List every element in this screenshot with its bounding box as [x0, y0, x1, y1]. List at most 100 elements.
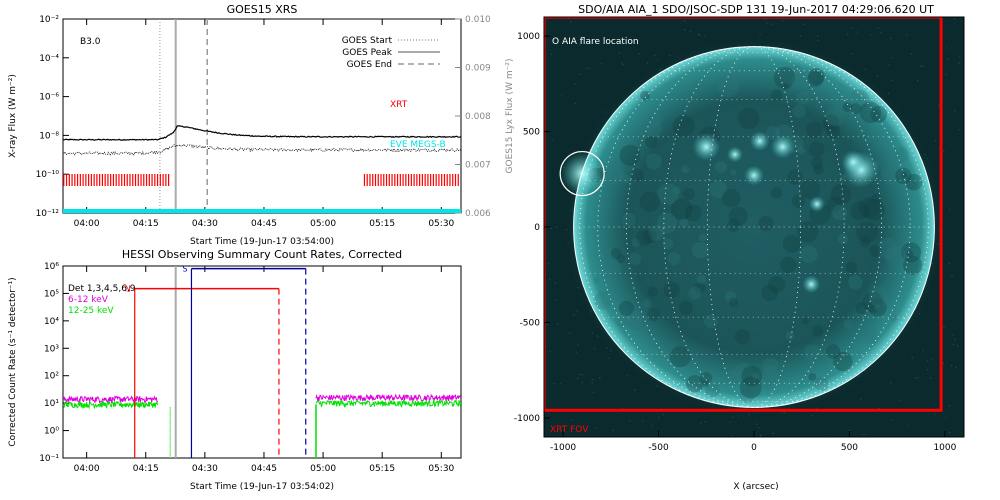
aia-background-speckle — [638, 52, 641, 55]
aia-disk-mottle — [647, 307, 661, 322]
aia-active-region — [749, 131, 770, 152]
aia-background-speckle — [698, 34, 701, 36]
aia-xrt-fov-label: XRT FOV — [550, 425, 589, 435]
aia-disk-mottle — [892, 146, 909, 163]
aia-background-speckle — [954, 338, 956, 341]
aia-background-speckle — [943, 326, 945, 329]
aia-disk-mottle — [647, 286, 659, 297]
aia-background-speckle — [772, 432, 775, 435]
hessi-x-tick-label: 04:45 — [251, 464, 277, 474]
aia-disk-mottle — [761, 366, 779, 384]
aia-disk-mottle — [905, 173, 923, 191]
goes-y-tick-label: 10⁻⁴ — [39, 54, 59, 64]
aia-disk-mottle — [643, 229, 658, 244]
hessi-legend-label: 12-25 keV — [68, 306, 114, 316]
aia-disk-mottle — [787, 169, 803, 185]
hessi-panel: HESSI Observing Summary Count Rates, Cor… — [8, 248, 462, 492]
aia-background-speckle — [607, 357, 610, 360]
aia-background-speckle — [591, 331, 594, 334]
aia-background-speckle — [916, 79, 919, 82]
aia-background-speckle — [568, 332, 571, 335]
aia-background-speckle — [944, 416, 947, 419]
goes-legend: GOES Start GOES Peak GOES End — [342, 36, 440, 70]
aia-active-region — [744, 165, 764, 186]
hessi-night-label: N — [125, 285, 131, 294]
aia-disk-mottle — [670, 198, 693, 220]
aia-x-tick-label: 0 — [751, 443, 757, 453]
aia-background-speckle — [560, 93, 563, 96]
aia-disk-mottle — [667, 252, 681, 266]
aia-longitude-line — [706, 46, 802, 408]
aia-background-speckle — [683, 19, 686, 22]
aia-x-tick-label: 500 — [841, 443, 858, 453]
goes-legend-label: GOES End — [347, 60, 392, 70]
aia-background-speckle — [586, 67, 588, 69]
aia-panel: SDO/AIA AIA_1 SDO/JSOC-SDP 131 19-Jun-20… — [514, 3, 965, 492]
aia-disk-mottle — [656, 213, 678, 234]
aia-disk-mottle — [700, 372, 713, 385]
aia-background-speckle — [581, 381, 584, 384]
aia-background-speckle — [945, 73, 947, 76]
aia-disk-mottle — [739, 376, 762, 399]
hessi-y-tick-label: 10³ — [44, 344, 59, 354]
aia-disk-mottle — [721, 188, 741, 208]
aia-background-speckle — [581, 373, 584, 376]
aia-background-speckle — [949, 431, 951, 434]
hessi-low-energy-line — [63, 394, 159, 404]
aia-background-speckle — [931, 358, 933, 360]
aia-background-speckle — [592, 391, 595, 394]
aia-disk-mottle — [812, 325, 824, 337]
aia-disk-mottle — [826, 344, 841, 359]
aia-background-speckle — [760, 434, 762, 437]
aia-background-speckle — [953, 17, 956, 20]
hessi-series — [63, 266, 461, 458]
aia-background-speckle — [877, 27, 879, 29]
aia-background-speckle — [781, 19, 784, 22]
aia-background-speckle — [926, 359, 929, 362]
aia-disk-mottle — [782, 64, 804, 87]
aia-background-speckle — [559, 382, 562, 385]
aia-background-speckle — [684, 28, 686, 31]
aia-disk-mottle — [790, 74, 807, 90]
aia-disk-mottle — [669, 346, 691, 368]
aia-disk-mottle — [837, 234, 849, 245]
aia-active-region — [770, 134, 795, 159]
aia-disk-mottle — [871, 193, 882, 204]
aia-background-speckle — [922, 65, 924, 68]
aia-disk-mottle — [791, 194, 806, 208]
aia-disk-mottle — [624, 311, 644, 330]
aia-background-speckle — [948, 404, 951, 407]
aia-background-speckle — [929, 377, 932, 380]
aia-disk-mottle — [620, 174, 631, 184]
aia-disk-mottle — [636, 229, 653, 246]
aia-background-speckle — [771, 23, 774, 25]
goes-xlabel: Start Time (19-Jun-17 03:54:00) — [190, 237, 334, 247]
aia-disk-mottle — [801, 317, 810, 325]
aia-disk-mottle — [593, 277, 600, 284]
aia-disk-mottle — [859, 103, 867, 111]
aia-disk-mottle — [672, 186, 681, 195]
hessi-title: HESSI Observing Summary Count Rates, Cor… — [122, 248, 402, 261]
aia-disk-mottle — [741, 365, 763, 387]
aia-disk-mottle — [662, 238, 674, 250]
aia-disk-mottle — [849, 89, 869, 110]
hessi-high-energy-line — [315, 398, 461, 409]
aia-longitude-line — [597, 46, 911, 408]
aia-disk-mottle — [684, 204, 702, 222]
aia-disk-mottle — [752, 372, 759, 380]
aia-y-tick-label: -500 — [520, 318, 541, 328]
aia-y-tick-label: 1000 — [517, 32, 540, 42]
aia-background-speckle — [934, 139, 937, 142]
aia-disk-mottle — [874, 304, 882, 312]
aia-flare-location-circle — [559, 150, 605, 197]
goes-x-tick-label: 04:45 — [251, 219, 277, 229]
aia-disk-mottle — [691, 241, 709, 259]
hessi-high-energy-line — [63, 400, 159, 410]
aia-disk-mottle — [825, 107, 845, 127]
aia-disk-mottle — [826, 124, 841, 139]
aia-background-speckle — [641, 420, 644, 422]
aia-disk-mottle — [642, 299, 652, 308]
aia-background-speckle — [890, 37, 892, 40]
aia-background-speckle — [593, 348, 596, 350]
aia-x-tick-label: -1000 — [550, 443, 576, 453]
